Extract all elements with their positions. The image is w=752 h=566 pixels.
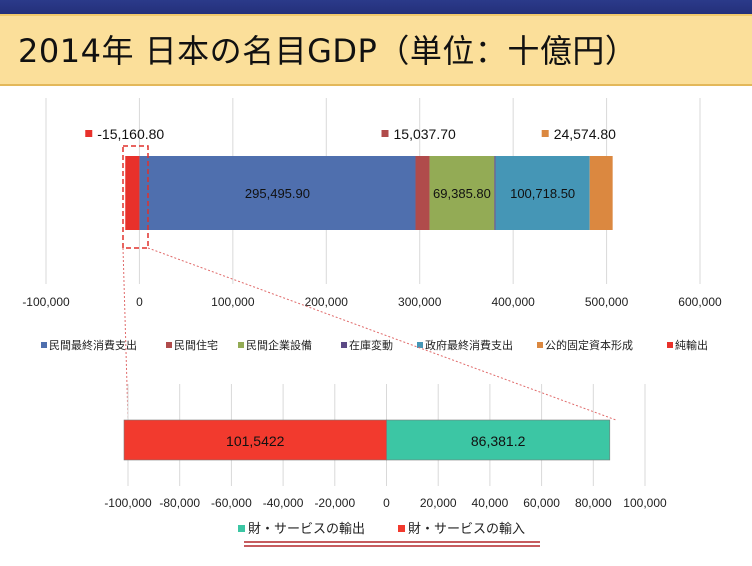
- top-x-tick-label: 400,000: [491, 295, 535, 309]
- bottom-chart-bars: [123, 419, 611, 461]
- top-accent-bar: [0, 0, 752, 14]
- top-x-tick-label: 200,000: [305, 295, 349, 309]
- top-legend-label-series-5: 公的固定資本形成: [545, 338, 633, 352]
- bottom-x-tick-label: 100,000: [623, 496, 667, 510]
- top-bar-series-4: [495, 156, 590, 230]
- top-bar-series-3: [494, 156, 496, 230]
- top-x-tick-label: 500,000: [585, 295, 629, 309]
- top-data-label-series-6: -15,160.80: [97, 126, 164, 142]
- top-outside-marker-series-6: [85, 130, 93, 137]
- zoom-connector-right: [147, 247, 617, 421]
- top-bar-series-2: [429, 156, 495, 230]
- bottom-legend-swatch-series-1: [398, 525, 405, 532]
- bottom-bar-series-0: [386, 419, 611, 461]
- bottom-x-tick-label: -40,000: [263, 496, 304, 510]
- top-outside-marker-series-5: [541, 130, 549, 137]
- top-legend-swatch-series-4: [417, 342, 423, 348]
- top-bar-series-0: [139, 156, 416, 230]
- bottom-chart-legend: 財・サービスの輸出 財・サービスの輸入: [238, 522, 525, 537]
- top-chart-legend: 民間最終消費支出 民間住宅 民間企業設備 在庫変動 政府最終消費支出 公的固定資本形成 純輸…: [41, 338, 708, 352]
- top-outside-marker-series-1: [381, 130, 389, 137]
- bottom-data-label-series-1: 101,5422: [226, 433, 285, 449]
- top-data-label-series-0: 295,495.90: [245, 186, 310, 201]
- top-legend-label-series-2: 民間企業設備: [246, 338, 312, 352]
- bottom-data-label-series-0: 86,381.2: [471, 433, 526, 449]
- top-legend-swatch-series-0: [41, 342, 47, 348]
- top-legend-swatch-series-1: [166, 342, 172, 348]
- slide-title: 2014年 日本の名目GDP（単位：十億円）: [18, 32, 638, 70]
- bottom-chart-x-ticks: -100,000 -80,000 -60,000 -40,000 -20,000 0 20,…: [104, 496, 667, 510]
- top-chart-x-ticks: -100,000 0 100,000 200,000 300,000 400,000 500…: [22, 295, 722, 309]
- top-bar-series-5: [589, 156, 613, 230]
- top-bar-series-6: [125, 156, 140, 230]
- bottom-legend-label-series-1: 財・サービスの輸入: [408, 522, 525, 537]
- top-x-tick-label: -100,000: [22, 295, 70, 309]
- top-legend-swatch-series-5: [537, 342, 543, 348]
- title-band: 2014年 日本の名目GDP（単位：十億円）: [0, 14, 752, 86]
- top-x-tick-label: 0: [136, 295, 143, 309]
- bottom-x-tick-label: -60,000: [211, 496, 252, 510]
- top-bar-series-1: [415, 156, 430, 230]
- top-legend-label-series-1: 民間住宅: [174, 338, 218, 352]
- zoom-connector-left: [122, 247, 129, 421]
- bottom-x-tick-label: 40,000: [472, 496, 509, 510]
- top-x-tick-label: 600,000: [678, 295, 722, 309]
- top-legend-swatch-series-2: [238, 342, 244, 348]
- bottom-x-tick-label: 60,000: [523, 496, 560, 510]
- top-data-label-series-5: 24,574.80: [554, 126, 616, 142]
- bottom-legend-swatch-series-0: [238, 525, 245, 532]
- bottom-bar-series-1: [123, 419, 387, 461]
- top-legend-swatch-series-3: [341, 342, 347, 348]
- top-legend-label-series-0: 民間最終消費支出: [49, 338, 137, 352]
- bottom-x-tick-label: -100,000: [104, 496, 152, 510]
- top-legend-label-series-4: 政府最終消費支出: [425, 338, 513, 352]
- bottom-x-tick-label: -20,000: [314, 496, 355, 510]
- net-export-highlight-box: [122, 145, 149, 249]
- bottom-chart-data-labels: 86,381.2 101,5422: [226, 433, 526, 449]
- bottom-x-tick-label: 80,000: [575, 496, 612, 510]
- top-chart-bars: [125, 156, 613, 230]
- bottom-x-tick-label: 20,000: [420, 496, 457, 510]
- top-legend-label-series-3: 在庫変動: [349, 338, 393, 352]
- bottom-x-tick-label: 0: [383, 496, 390, 510]
- top-chart-data-labels: 295,495.90 15,037.70 69,385.80 100,718.50 24…: [85, 126, 616, 201]
- top-legend-label-series-6: 純輸出: [675, 338, 708, 352]
- top-data-label-series-2: 69,385.80: [433, 186, 491, 201]
- top-data-label-series-1: 15,037.70: [394, 126, 456, 142]
- top-data-label-series-4: 100,718.50: [510, 186, 575, 201]
- top-x-tick-label: 300,000: [398, 295, 442, 309]
- bottom-legend-label-series-0: 財・サービスの輸出: [248, 522, 365, 537]
- bottom-x-tick-label: -80,000: [159, 496, 200, 510]
- top-legend-swatch-series-6: [667, 342, 673, 348]
- top-x-tick-label: 100,000: [211, 295, 255, 309]
